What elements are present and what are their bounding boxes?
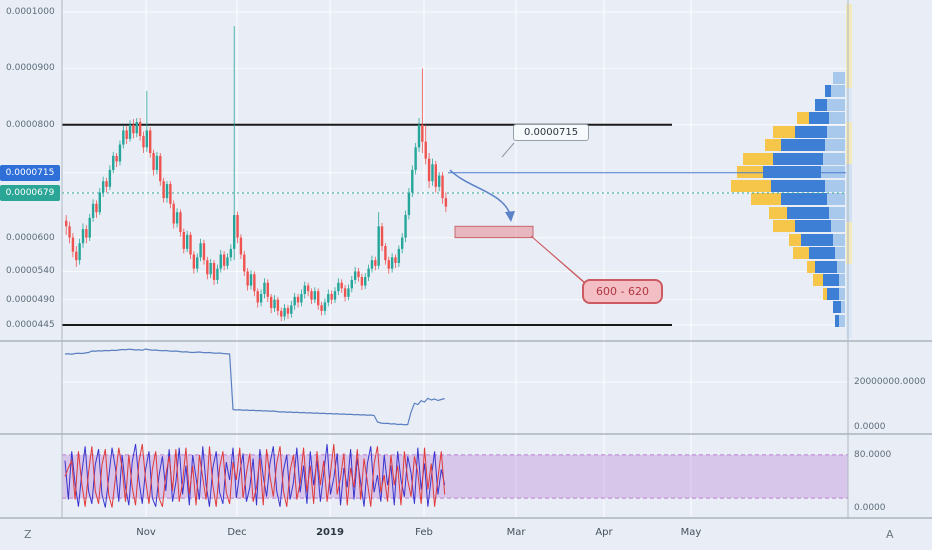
price-badge-indicator: 0.0000679 [0,185,60,201]
time-axis-label: Feb [415,527,433,538]
time-axis-label: Nov [136,527,156,538]
time-axis-label: Mar [506,527,526,538]
watermark-z: Z [24,528,32,541]
time-axis-label: Apr [595,527,613,538]
watermark-a: A [886,528,894,541]
price-badge-current: 0.0000715 [0,165,60,181]
time-axis-label: 2019 [316,527,344,538]
time-axis-label: Dec [227,527,247,538]
price-callout[interactable]: 0.0000715 [513,124,590,141]
zone-callout[interactable]: 600 - 620 [582,279,663,304]
time-axis-label: May [680,527,702,538]
